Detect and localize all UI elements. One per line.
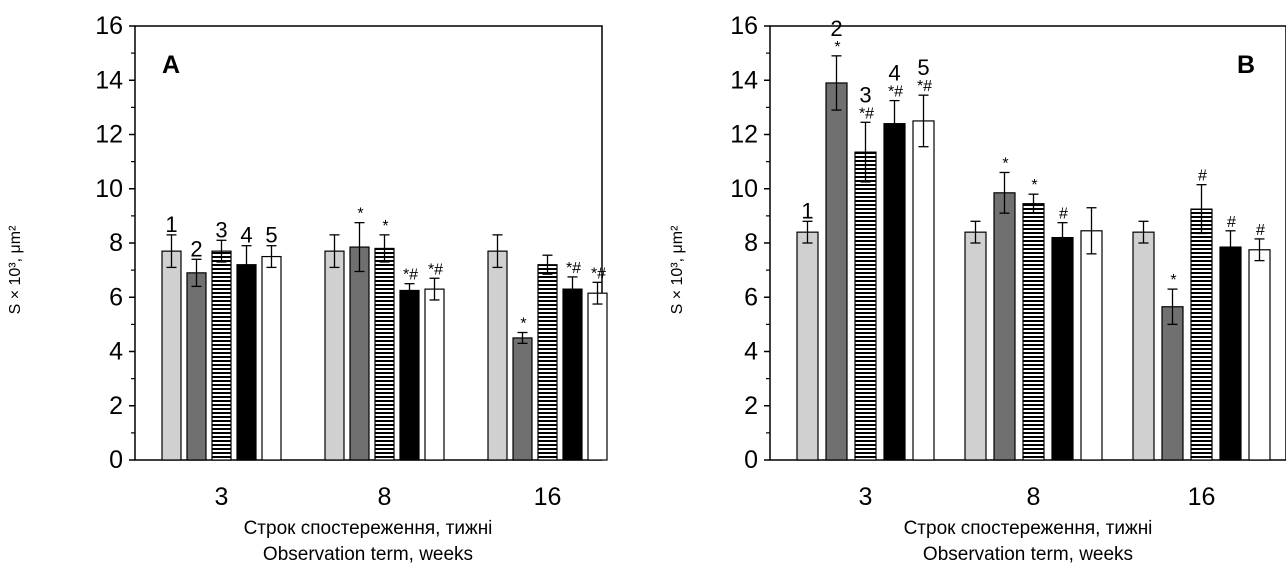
y-tick-label: 8 <box>744 229 758 257</box>
bar <box>1132 231 1155 461</box>
significance-mark: *# <box>403 267 418 284</box>
y-tick-label: 0 <box>109 446 123 474</box>
significance-mark: * <box>357 206 363 223</box>
bar <box>324 250 345 461</box>
bar <box>487 250 508 461</box>
significance-mark: # <box>1256 222 1265 239</box>
series-number-label: 3 <box>215 217 227 242</box>
significance-mark: *# <box>428 261 443 278</box>
bar <box>964 231 987 461</box>
y-tick-label: 10 <box>730 175 758 203</box>
bar <box>424 288 445 461</box>
y-tick-label: 6 <box>109 283 123 311</box>
series-number-label: 1 <box>165 212 177 237</box>
series-number-label: 3 <box>859 82 871 107</box>
bar <box>1080 230 1103 461</box>
series-number-label: 2 <box>190 236 202 261</box>
y-tick-label: 12 <box>730 121 758 149</box>
bar <box>399 289 420 461</box>
significance-mark: *# <box>566 260 581 277</box>
bar <box>1248 249 1271 461</box>
series-number-label: 4 <box>888 61 900 86</box>
bars: 123 4 53***# *#8**# *#16 <box>161 206 608 511</box>
x-axis-label-english: Observation term, weeks <box>923 544 1133 565</box>
bar <box>261 255 282 461</box>
bar <box>993 192 1016 461</box>
significance-mark: * <box>1170 272 1176 289</box>
bar <box>854 151 877 461</box>
series-number-label: 1 <box>801 198 813 223</box>
y-axis-label: S × 10³, μm² <box>7 225 24 314</box>
significance-mark: * <box>1031 177 1037 194</box>
y-axis: 0 2 4 6 8 10 12 14 16 <box>730 12 770 474</box>
series-number-label: 5 <box>917 55 929 80</box>
significance-mark: # <box>1059 206 1068 223</box>
y-tick-label: 0 <box>744 446 758 474</box>
x-tick-label: 3 <box>859 483 873 511</box>
bar <box>374 247 395 461</box>
x-axis-label-ukrainian: Строк спостереження, тижні <box>904 518 1153 539</box>
bar <box>186 272 207 461</box>
y-tick-label: 16 <box>95 12 123 40</box>
panel-label: B <box>1237 51 1255 79</box>
significance-mark: * <box>1002 155 1008 172</box>
significance-mark: *# <box>917 78 932 95</box>
bar <box>1051 236 1074 461</box>
y-axis: 0 2 4 6 8 10 12 14 16 <box>95 12 135 474</box>
bar <box>537 264 558 461</box>
significance-mark: * <box>520 316 526 333</box>
x-tick-label: 8 <box>1027 483 1041 511</box>
y-tick-label: 14 <box>95 66 123 94</box>
bar <box>1022 203 1045 461</box>
x-tick-label: 8 <box>378 483 392 511</box>
panel-label: A <box>162 51 180 79</box>
significance-mark: *# <box>888 84 903 101</box>
y-tick-label: 2 <box>109 392 123 420</box>
bar <box>1161 306 1184 461</box>
bar <box>587 292 608 461</box>
x-tick-label: 3 <box>215 483 229 511</box>
significance-mark: *# <box>591 265 606 282</box>
y-tick-label: 16 <box>730 12 758 40</box>
bar <box>161 250 182 461</box>
y-tick-label: 14 <box>730 66 758 94</box>
x-axis-label-english: Observation term, weeks <box>263 544 473 565</box>
x-tick-label: 16 <box>1188 483 1216 511</box>
bar <box>825 82 848 461</box>
x-axis-label-ukrainian: Строк спостереження, тижні <box>244 518 493 539</box>
significance-mark: * <box>382 218 388 235</box>
y-tick-label: 10 <box>95 175 123 203</box>
y-tick-label: 8 <box>109 229 123 257</box>
bar <box>883 123 906 461</box>
y-tick-label: 2 <box>744 392 758 420</box>
significance-mark: * <box>834 39 840 56</box>
series-number-label: 4 <box>240 223 252 248</box>
significance-mark: # <box>1198 168 1207 185</box>
bar <box>562 288 583 461</box>
series-number-label: 5 <box>265 223 277 248</box>
bar <box>1219 246 1242 461</box>
significance-mark: *# <box>859 105 874 122</box>
bar <box>349 246 370 461</box>
x-tick-label: 16 <box>534 483 562 511</box>
y-tick-label: 6 <box>744 283 758 311</box>
y-tick-label: 12 <box>95 121 123 149</box>
bar <box>796 231 819 461</box>
bar <box>512 337 533 461</box>
bars: 1*2*#3 *#4*#53**#8*## #16 <box>796 16 1271 511</box>
series-number-label: 2 <box>830 16 842 41</box>
y-axis-label: S × 10³, μm² <box>669 225 686 314</box>
bar <box>211 250 232 461</box>
significance-mark: # <box>1227 214 1236 231</box>
bar <box>1190 208 1213 461</box>
bar <box>236 264 257 461</box>
y-tick-label: 4 <box>109 338 123 366</box>
bar <box>912 120 935 461</box>
y-tick-label: 4 <box>744 338 758 366</box>
